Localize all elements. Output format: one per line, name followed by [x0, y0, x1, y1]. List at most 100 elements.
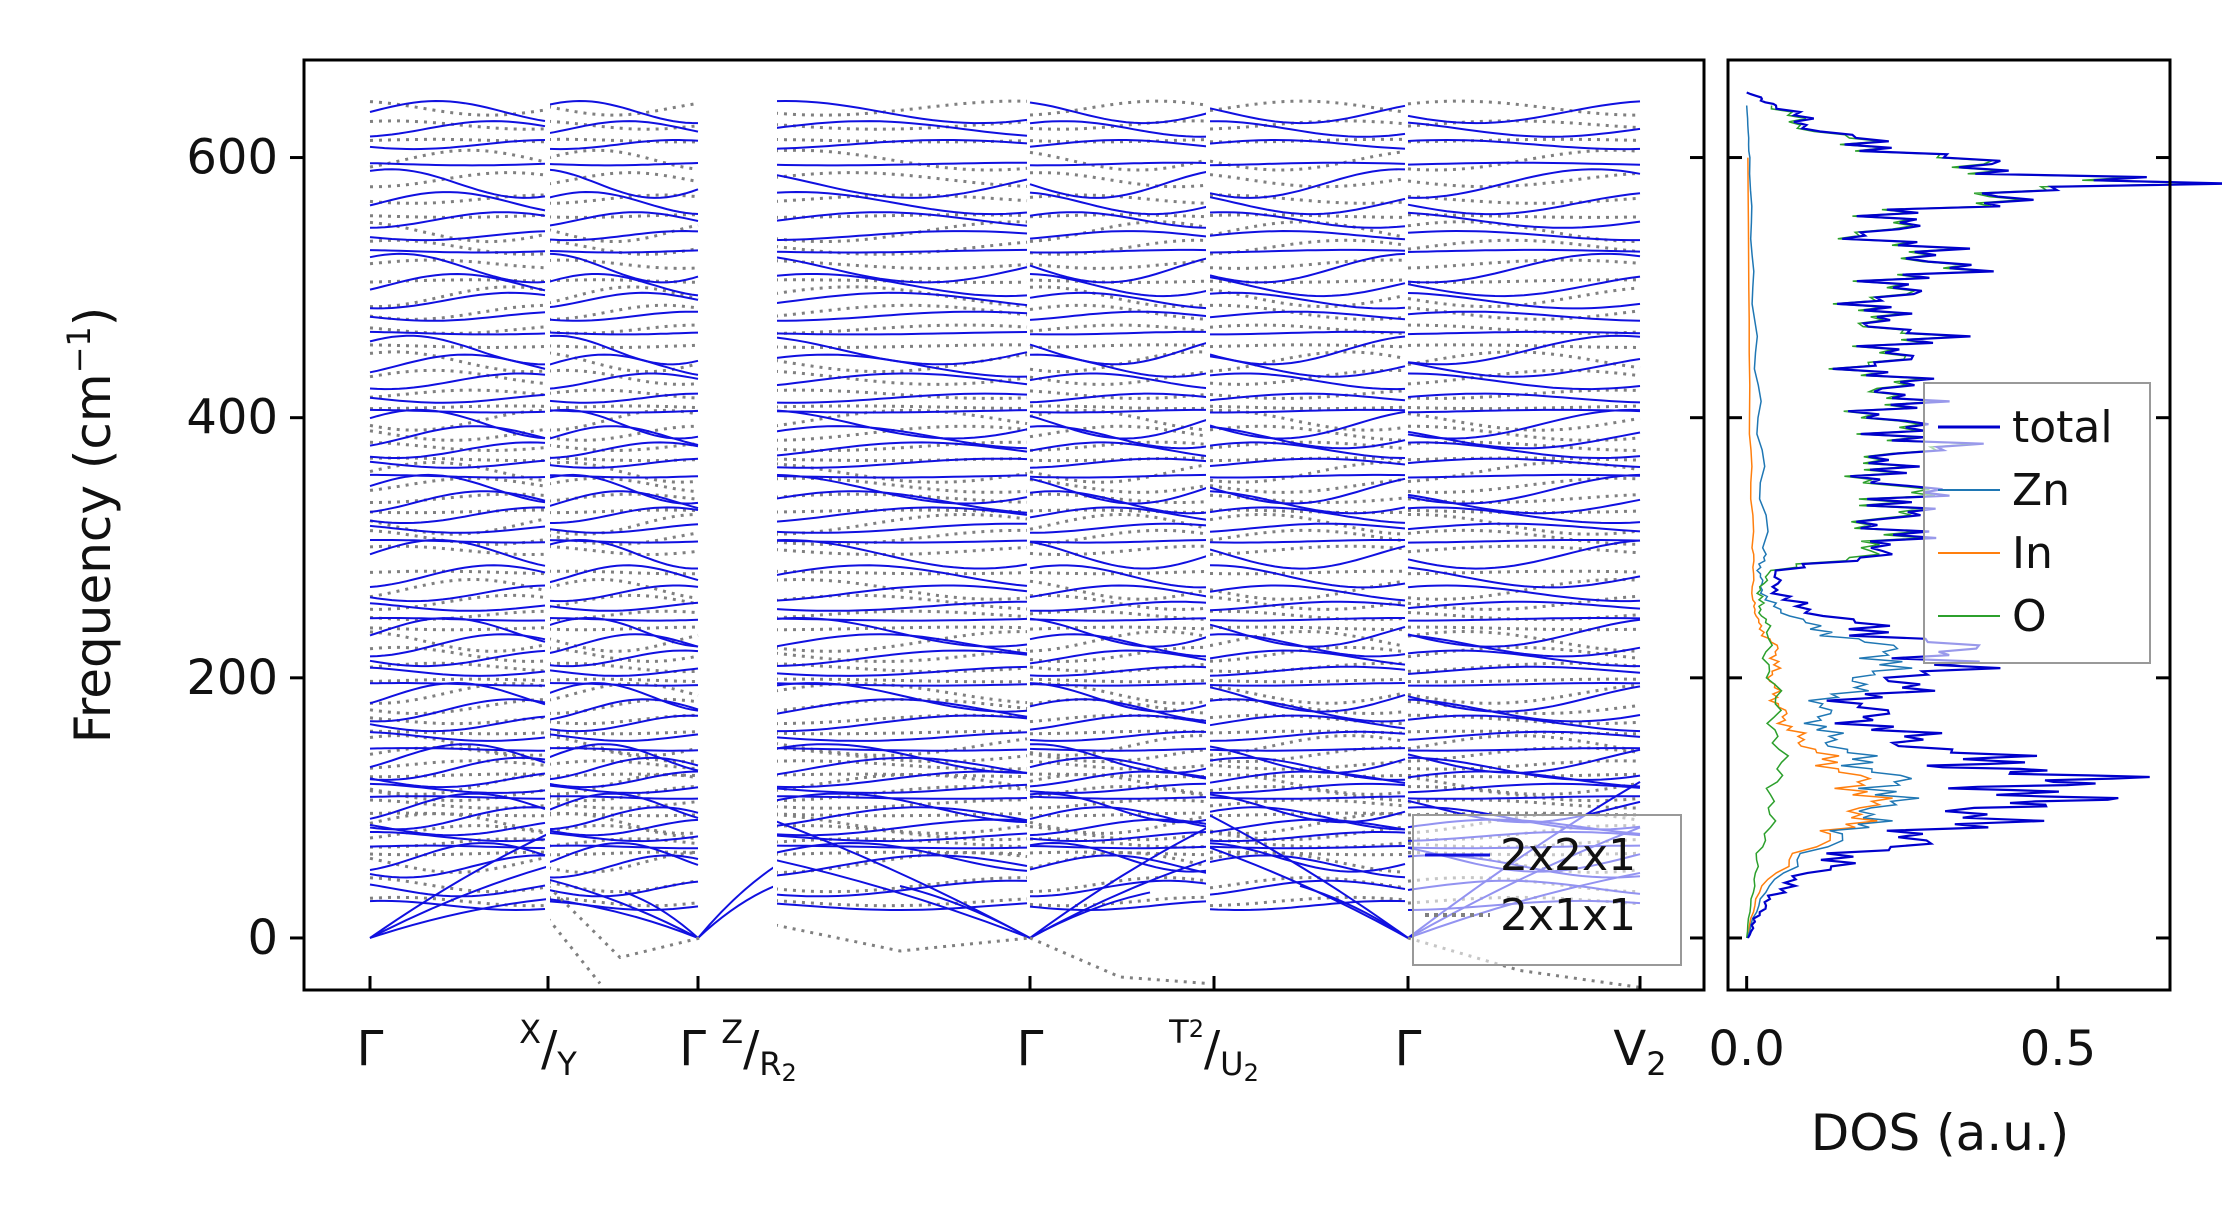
band-2x2x1-branch	[547, 409, 699, 414]
band-2x1x1-branch	[1408, 213, 1641, 219]
band-2x2x1-branch	[547, 539, 699, 544]
band-2x1x1-branch	[547, 258, 699, 270]
band-2x1x1-branch	[1029, 593, 1209, 611]
band-2x1x1-branch	[1407, 611, 1641, 622]
band-2x1x1-branch	[774, 897, 1028, 908]
band-2x2x1-branch	[774, 818, 1028, 837]
band-2x2x1-branch	[1407, 600, 1641, 610]
band-2x1x1-branch	[1209, 150, 1406, 172]
band-2x2x1-branch	[1209, 104, 1406, 125]
band-2x2x1-branch	[1209, 584, 1406, 602]
band-2x2x1-branch	[1209, 745, 1406, 774]
band-2x1x1-branch	[547, 442, 699, 453]
band-2x2x1-branch	[1029, 425, 1209, 450]
band-2x2x1-branch	[774, 120, 1028, 137]
band-2x2x1-branch	[774, 756, 1028, 776]
band-2x2x1-branch	[774, 211, 1028, 227]
band-2x2x1-branch	[1029, 522, 1209, 534]
y-axis-label-text: Frequency (cm	[64, 373, 122, 743]
band-2x2x1-branch	[547, 714, 699, 733]
band-2x2x1-branch	[1407, 473, 1641, 505]
band-2x2x1-branch	[547, 490, 699, 510]
band-2x2x1-branch	[1029, 682, 1209, 713]
band-acoustic-branch	[1299, 884, 1409, 939]
band-2x1x1-branch	[369, 745, 546, 762]
band-2x2x1-branch	[369, 506, 546, 524]
band-2x2x1-branch	[774, 173, 1028, 199]
band-2x1x1-branch	[369, 119, 546, 131]
band-2x2x1-branch	[1209, 682, 1406, 687]
band-2x1x1-branch	[1209, 424, 1406, 442]
band-2x1x1-branch	[547, 460, 699, 484]
band-2x2x1-branch	[1209, 899, 1406, 911]
band-2x1x1-branch	[369, 729, 546, 736]
y-axis-label: Frequency (cm−1)	[60, 307, 122, 744]
band-2x1x1-branch	[369, 569, 546, 576]
band-2x1x1-branch	[1029, 238, 1209, 256]
band-2x1x1-branch	[547, 148, 699, 171]
dos-x-tick-label: 0.5	[2020, 1021, 2096, 1077]
band-2x2x1-branch	[774, 665, 1028, 677]
band-2x1x1-branch	[1209, 629, 1406, 648]
band-2x2x1-branch	[1407, 473, 1641, 479]
band-x-tick-label: X/Y	[519, 1013, 577, 1083]
band-2x1x1-branch	[1029, 220, 1209, 243]
band-2x1x1-branch	[1407, 577, 1641, 601]
band-2x2x1-branch	[1029, 900, 1209, 911]
band-2x2x1-branch	[774, 409, 1028, 414]
band-2x1x1-branch	[1029, 825, 1209, 842]
dos-x-axis-label: DOS (a.u.)	[1811, 1104, 2070, 1162]
band-2x2x1-branch	[1407, 714, 1641, 733]
band-2x2x1-branch	[369, 666, 546, 677]
band-2x2x1-branch	[1209, 539, 1405, 544]
band-2x2x1-branch	[774, 522, 1028, 534]
band-2x2x1-branch	[547, 162, 699, 167]
band-2x2x1-branch	[774, 747, 1028, 752]
band-2x2x1-branch	[1029, 506, 1209, 521]
band-2x2x1-branch	[1407, 192, 1641, 216]
band-2x2x1-branch	[1407, 292, 1641, 310]
band-2x1x1-branch	[1029, 850, 1209, 857]
band-2x2x1-branch	[1209, 196, 1406, 216]
band-2x1x1-branch	[369, 517, 546, 536]
band-2x2x1-branch	[1209, 457, 1406, 467]
band-2x2x1-branch	[1407, 698, 1641, 723]
band-2x2x1-branch	[774, 564, 1028, 587]
band-2x1x1-branch	[1209, 119, 1406, 131]
band-2x1x1-branch	[1029, 278, 1209, 284]
band-2x2x1-branch	[774, 698, 1028, 718]
band-2x2x1-branch	[369, 272, 546, 292]
band-2x2x1-branch	[1209, 686, 1406, 713]
band-2x1x1-soft-branch	[546, 884, 701, 960]
band-2x2x1-branch	[774, 783, 1028, 794]
band-2x2x1-branch	[547, 792, 699, 819]
band-2x2x1-branch	[369, 602, 546, 612]
band-2x2x1-branch	[1029, 633, 1209, 658]
band-2x1x1-branch	[369, 508, 546, 515]
band-2x2x1-branch	[370, 831, 546, 843]
dos-legend-label-in: In	[2012, 528, 2053, 579]
band-2x1x1-branch	[547, 513, 699, 536]
band-2x2x1-branch	[369, 747, 545, 752]
band-2x1x1-branch	[1029, 323, 1209, 333]
band-2x1x1-branch	[1407, 171, 1641, 189]
band-2x1x1-branch	[1209, 895, 1406, 908]
dos-legend-label-o: O	[2012, 591, 2047, 642]
band-2x1x1-branch	[1029, 389, 1209, 400]
band-2x2x1-branch	[1407, 334, 1641, 366]
band-2x1x1-branch	[774, 99, 1028, 117]
band-2x1x1-branch	[369, 325, 546, 335]
band-2x1x1-branch	[1407, 238, 1641, 254]
band-2x1x1-branch	[1029, 285, 1209, 309]
band-2x2x1-branch	[1209, 392, 1406, 402]
band-2x2x1-branch	[1029, 792, 1209, 824]
band-2x2x1-branch	[369, 698, 546, 723]
band-2x2x1-branch	[1407, 430, 1641, 450]
band-2x2x1-branch	[369, 772, 546, 789]
band-2x2x1-branch	[1029, 473, 1209, 479]
band-2x1x1-branch	[1407, 137, 1641, 144]
band-2x2x1-branch	[369, 524, 546, 534]
band-2x1x1-branch	[1209, 213, 1406, 219]
band-2x2x1-branch	[369, 408, 546, 440]
band-2x1x1-branch	[1029, 370, 1209, 386]
